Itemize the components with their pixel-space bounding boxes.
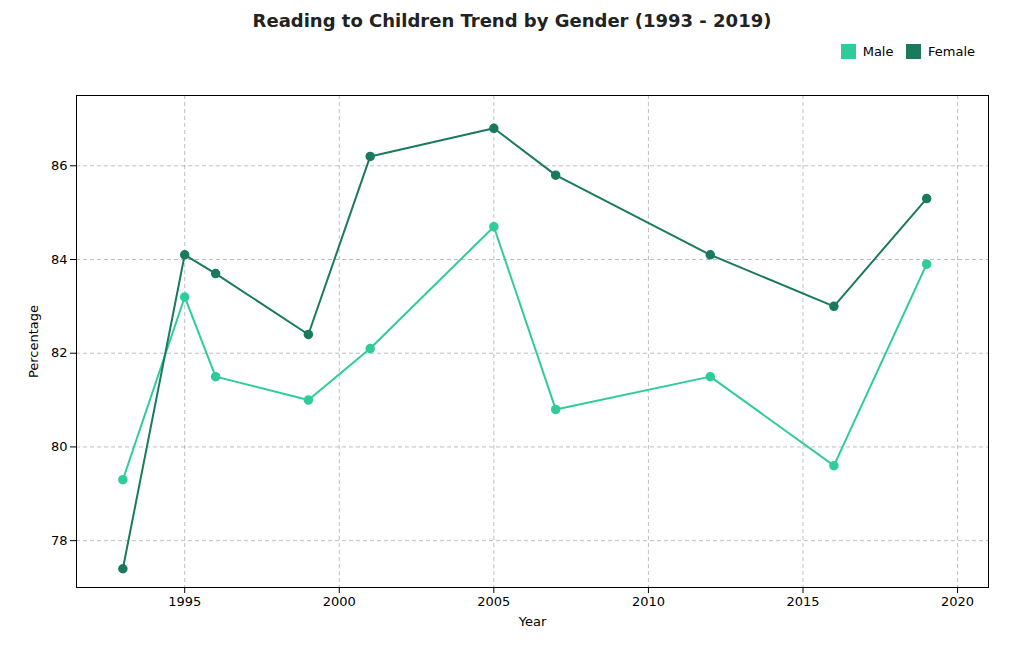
svg-text:2000: 2000 <box>323 593 356 608</box>
svg-text:2005: 2005 <box>477 593 510 608</box>
svg-text:Percentage: Percentage <box>26 304 41 377</box>
svg-text:82: 82 <box>51 345 68 360</box>
svg-text:2010: 2010 <box>632 593 665 608</box>
svg-text:2020: 2020 <box>941 593 974 608</box>
svg-text:84: 84 <box>51 251 68 266</box>
svg-text:86: 86 <box>51 157 68 172</box>
html-text:Male: Male <box>862 44 894 59</box>
html-text:Reading to Children Trend by G: Reading to Children Trend by Gender (199… <box>252 10 772 31</box>
svg-text:80: 80 <box>51 439 68 454</box>
svg-text:2015: 2015 <box>786 593 819 608</box>
svg-text:78: 78 <box>51 532 68 547</box>
html-text:Female: Female <box>928 44 975 59</box>
svg-text:Year: Year <box>518 613 547 628</box>
svg-text:1995: 1995 <box>168 593 201 608</box>
